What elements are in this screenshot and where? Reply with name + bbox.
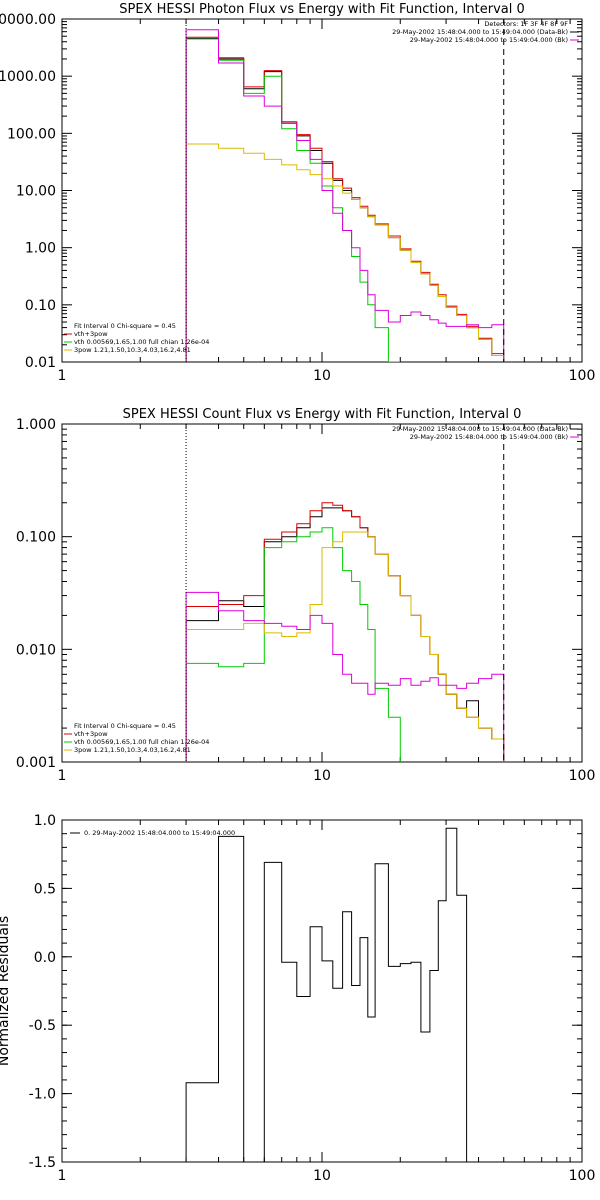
y-tick-label: 1.000: [16, 417, 56, 433]
legend-bottom-text: Fit Interval 0 Chi-square = 0.45: [74, 722, 176, 730]
y-tick-label: 0.010: [16, 642, 56, 658]
legend-bottom-text: 3pow 1.21,1.50,10.3,4.03,16.2,4.81: [74, 346, 191, 354]
y-tick-label: 0.001: [16, 755, 56, 771]
panel-1: SPEX HESSI Photon Flux vs Energy with Fi…: [0, 2, 595, 384]
series-data-bk: [185, 507, 505, 762]
series-vth: [185, 527, 401, 762]
plot-area: [185, 29, 505, 362]
legend-bottom-text: vth 0.00569,1.65,1.00 full chian 1.26e-0…: [74, 338, 209, 346]
legend-top-text: Detectors: 1F 3F 4F 8F 9F: [484, 20, 568, 28]
y-tick-label: 10.00: [16, 184, 56, 200]
legend-bottom-text: 3pow 1.21,1.50,10.3,4.03,16.2,4.81: [74, 746, 191, 754]
panel-2-title: SPEX HESSI Count Flux vs Energy with Fit…: [123, 407, 522, 422]
x-tick-label: 10: [313, 768, 331, 784]
series-3pow: [185, 531, 505, 762]
plot-area: [185, 502, 505, 762]
axes-frame: [61, 819, 583, 1163]
legend-top-text: 29-May-2002 15:48:04.000 to 15:49:04.000…: [410, 433, 568, 441]
y-tick-label: 0.100: [16, 530, 56, 546]
series-vth-3pow: [185, 36, 505, 362]
series-vth: [185, 37, 401, 362]
x-tick-label: 1: [58, 768, 67, 784]
y-axis-label: Normalized Residuals: [0, 916, 12, 1066]
y-tick-label: 0.0: [34, 950, 56, 966]
x-tick-label: 1: [58, 1168, 67, 1184]
series-0-29-may-2002-15-48-04-000-to-15-49-04-000: [185, 827, 468, 1162]
x-tick-label: 100: [569, 1168, 596, 1184]
legend-top-text: 29-May-2002 15:48:04.000 to 15:49:04.000…: [392, 425, 568, 433]
series-data-bk: [185, 38, 505, 362]
panel-3: 1 10 100 -1.5 -1.0 -0.5 0.0 0.5 1.0 Normalized Re…: [0, 813, 595, 1184]
y-tick-label: 0.5: [34, 881, 56, 897]
x-tick-label: 100: [569, 768, 596, 784]
series-bk: [185, 29, 505, 362]
legend-text: 0. 29-May-2002 15:48:04.000 to 15:49:04.…: [84, 829, 235, 837]
y-tick-label: 100.00: [7, 126, 56, 142]
panel-1-title: SPEX HESSI Photon Flux vs Energy with Fi…: [119, 2, 525, 17]
legend-bottom-text: Fit Interval 0 Chi-square = 0.45: [74, 322, 176, 330]
legend-bottom-text: vth+3pow: [74, 730, 108, 738]
y-tick-label: 1000.00: [0, 69, 56, 85]
x-tick-label: 100: [569, 368, 596, 384]
x-tick-label: 10: [313, 368, 331, 384]
plot-area: [185, 827, 468, 1162]
series-vth-3pow: [185, 502, 505, 762]
series-3pow: [185, 143, 505, 362]
y-tick-label: 10000.00: [0, 12, 56, 28]
y-tick-label: -1.0: [29, 1087, 56, 1103]
panel-2: SPEX HESSI Count Flux vs Energy with Fit…: [16, 407, 595, 784]
legend-top-text: 29-May-2002 15:48:04.000 to 15:49:04.000…: [410, 36, 568, 44]
y-tick-label: -0.5: [29, 1018, 56, 1034]
y-tick-label: 1.00: [25, 241, 56, 257]
series-bk: [185, 591, 505, 762]
legend-bottom-text: vth 0.00569,1.65,1.00 full chian 1.26e-0…: [74, 738, 209, 746]
x-tick-label: 10: [313, 1168, 331, 1184]
legend-top-text: 29-May-2002 15:48:04.000 to 15:49:04.000…: [392, 28, 568, 36]
legend-bottom-text: vth+3pow: [74, 330, 108, 338]
y-tick-label: -1.5: [29, 1155, 56, 1171]
y-tick-label: 0.01: [25, 355, 56, 371]
y-tick-label: 1.0: [34, 813, 56, 829]
x-tick-label: 1: [58, 368, 67, 384]
y-tick-label: 0.10: [25, 298, 56, 314]
